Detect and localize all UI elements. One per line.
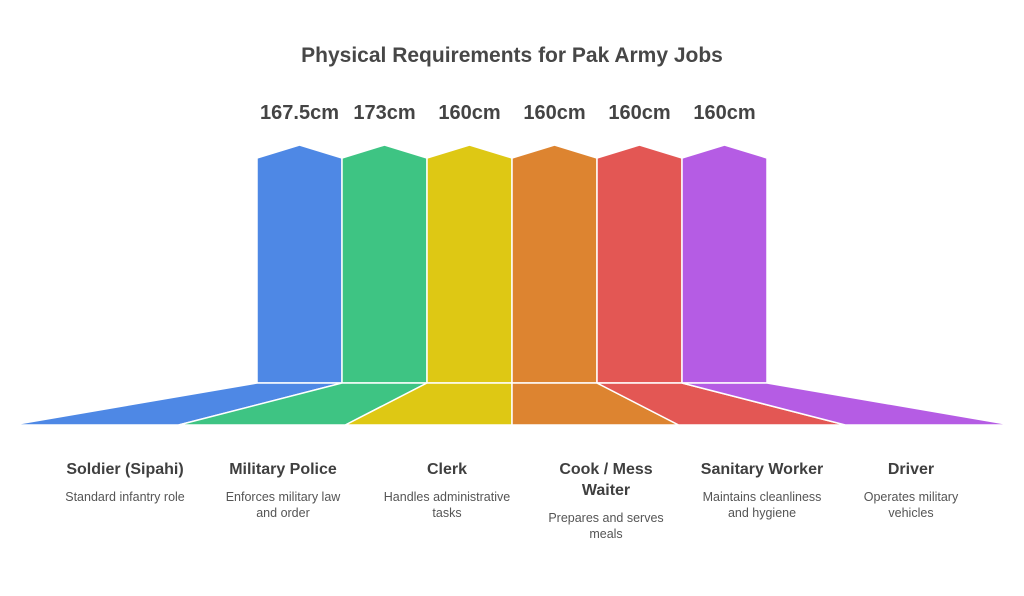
- height-label-6: 160cm: [693, 102, 755, 124]
- job-name: Soldier (Sipahi): [66, 461, 184, 478]
- job-description: Handles administrative tasks: [383, 490, 511, 520]
- height-label-4: 160cm: [523, 102, 585, 124]
- job-name: Driver: [887, 461, 935, 478]
- height-label-1: 167.5cm: [260, 102, 339, 124]
- column-1: [256, 144, 343, 384]
- column-2: [341, 144, 428, 384]
- job-name: Clerk: [426, 461, 468, 478]
- job-caption-5: Sanitary Worker Maintains cleanliness and…: [677, 459, 847, 521]
- height-label-5: 160cm: [608, 102, 670, 124]
- job-name: Military Police: [229, 461, 337, 478]
- column-6: [681, 144, 768, 384]
- job-caption-6: Driver Operates military vehicles: [826, 459, 996, 521]
- diagram-title: Physical Requirements for Pak Army Jobs: [301, 44, 723, 67]
- job-caption-4: Cook / Mess Waiter Prepares and serves me…: [521, 459, 691, 542]
- job-description: Enforces military law and order: [225, 490, 341, 520]
- column-3: [426, 144, 513, 384]
- job-caption-1: Soldier (Sipahi) Standard infantry role: [40, 459, 210, 505]
- job-name: Sanitary Worker: [700, 461, 824, 478]
- job-caption-2: Military Police Enforces military law and…: [198, 459, 368, 521]
- job-caption-3: Clerk Handles administrative tasks: [362, 459, 532, 521]
- height-label-2: 173cm: [353, 102, 415, 124]
- column-5: [596, 144, 683, 384]
- base-segment-6: [681, 382, 1013, 426]
- job-description: Maintains cleanliness and hygiene: [702, 490, 822, 520]
- column-4: [511, 144, 598, 384]
- job-description: Prepares and serves meals: [548, 511, 664, 541]
- job-description: Standard infantry role: [65, 490, 185, 504]
- job-name: Cook / Mess Waiter: [559, 461, 653, 499]
- height-label-3: 160cm: [438, 102, 500, 124]
- job-description: Operates military vehicles: [863, 490, 959, 520]
